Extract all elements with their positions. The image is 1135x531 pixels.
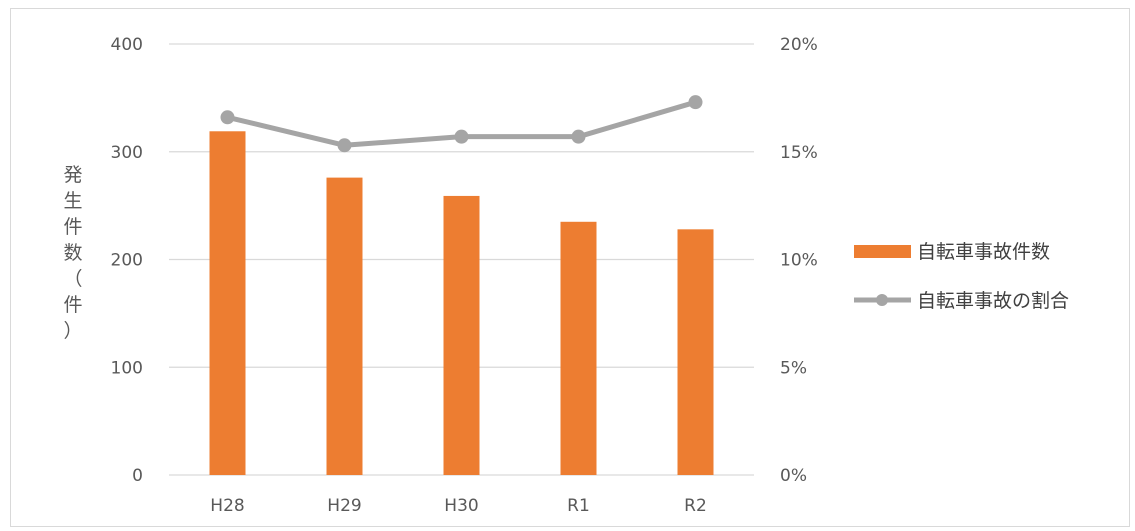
y2-tick-label: 5% [780,358,807,378]
legend-bar-swatch [854,245,911,258]
y2-tick-label: 0% [780,466,807,486]
bar-series [209,131,714,476]
left-axis-ticks: 0 100 200 300 400 [111,35,143,486]
line-point [337,138,352,153]
chart-frame: 0 100 200 300 400 0% 5% 10% 15% 20% H28 H29 H30 R1 R… [10,8,1130,527]
x-tick-label: H28 [210,496,244,516]
y-axis-label-char: 発 [63,164,82,186]
bar [560,221,597,475]
line-point [220,110,235,125]
bar [677,229,714,475]
bar [443,195,480,476]
x-tick-label: R1 [567,496,590,516]
legend-line-label: 自転車事故の割合 [917,290,1069,312]
y-tick-label: 0 [132,466,143,486]
y-axis-label-char: 生 [63,190,82,212]
combo-chart: 0 100 200 300 400 0% 5% 10% 15% 20% H28 H29 H30 R1 R… [63,35,1069,516]
y2-tick-label: 15% [780,143,818,163]
y2-tick-label: 10% [780,251,818,271]
line-point [571,129,586,144]
legend: 自転車事故件数 自転車事故の割合 [854,241,1069,312]
y-tick-label: 200 [111,251,143,271]
line-point [688,95,703,110]
y2-tick-label: 20% [780,35,818,55]
y-tick-label: 300 [111,143,143,163]
y-axis-label-char: ） [63,320,82,342]
right-axis-ticks: 0% 5% 10% 15% 20% [780,35,818,486]
legend-bar-label: 自転車事故件数 [917,241,1050,263]
x-tick-label: R2 [684,496,707,516]
y-axis-label-char: 件 [63,294,82,316]
x-axis-ticks: H28 H29 H30 R1 R2 [210,496,707,516]
bar [209,131,246,475]
y-tick-label: 100 [111,358,143,378]
x-tick-label: H29 [327,496,361,516]
x-tick-label: H30 [444,496,478,516]
y-axis-label-char: 件 [63,216,82,238]
legend-line-marker [876,294,888,306]
y-tick-label: 400 [111,35,143,55]
y-axis-label-char: 数 [63,242,82,264]
bar [326,177,363,476]
line-series [220,95,703,153]
line-point [454,129,469,144]
y-axis-label-char: （ [63,268,82,290]
